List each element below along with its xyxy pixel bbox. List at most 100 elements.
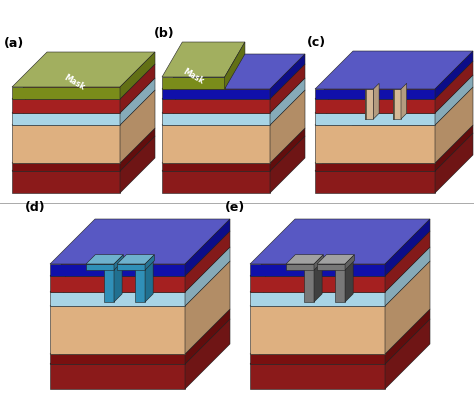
Polygon shape xyxy=(12,113,120,125)
Polygon shape xyxy=(315,113,435,125)
Polygon shape xyxy=(270,128,305,171)
Polygon shape xyxy=(185,319,230,389)
Polygon shape xyxy=(162,64,305,99)
Polygon shape xyxy=(50,306,185,354)
Polygon shape xyxy=(120,78,155,125)
Polygon shape xyxy=(385,309,430,364)
Polygon shape xyxy=(270,64,305,113)
Polygon shape xyxy=(250,261,430,306)
Polygon shape xyxy=(50,319,230,364)
Polygon shape xyxy=(162,42,245,77)
Polygon shape xyxy=(317,255,355,264)
Polygon shape xyxy=(315,99,435,113)
Polygon shape xyxy=(120,64,155,113)
Polygon shape xyxy=(335,264,345,302)
Polygon shape xyxy=(162,77,225,89)
Text: (c): (c) xyxy=(307,36,326,49)
Polygon shape xyxy=(50,247,230,292)
Polygon shape xyxy=(435,51,473,99)
Polygon shape xyxy=(317,264,345,270)
Polygon shape xyxy=(365,89,366,119)
Polygon shape xyxy=(393,89,401,119)
Polygon shape xyxy=(162,128,305,163)
Polygon shape xyxy=(286,255,323,264)
Polygon shape xyxy=(120,128,155,171)
Polygon shape xyxy=(315,133,473,171)
Text: (b): (b) xyxy=(154,27,174,40)
Polygon shape xyxy=(12,52,155,87)
Polygon shape xyxy=(135,256,153,264)
Polygon shape xyxy=(162,163,270,171)
Polygon shape xyxy=(12,163,120,171)
Polygon shape xyxy=(315,61,473,99)
Polygon shape xyxy=(50,309,230,354)
Polygon shape xyxy=(50,264,185,276)
Polygon shape xyxy=(162,125,270,163)
Polygon shape xyxy=(315,89,435,99)
Polygon shape xyxy=(435,61,473,113)
Polygon shape xyxy=(117,264,145,270)
Polygon shape xyxy=(315,87,473,125)
Polygon shape xyxy=(86,264,114,270)
Polygon shape xyxy=(50,354,185,364)
Polygon shape xyxy=(286,264,314,270)
Polygon shape xyxy=(12,87,120,99)
Polygon shape xyxy=(250,292,385,306)
Polygon shape xyxy=(185,261,230,354)
Text: Mask: Mask xyxy=(181,67,205,85)
Polygon shape xyxy=(315,171,435,193)
Polygon shape xyxy=(250,354,385,364)
Polygon shape xyxy=(185,219,230,276)
Polygon shape xyxy=(120,136,155,193)
Polygon shape xyxy=(365,89,374,119)
Polygon shape xyxy=(86,255,123,264)
Polygon shape xyxy=(335,256,353,264)
Polygon shape xyxy=(162,89,270,99)
Polygon shape xyxy=(12,128,155,163)
Polygon shape xyxy=(385,319,430,389)
Polygon shape xyxy=(393,89,394,119)
Polygon shape xyxy=(135,264,145,302)
Text: (d): (d) xyxy=(25,201,46,214)
Polygon shape xyxy=(315,75,473,113)
Polygon shape xyxy=(12,64,155,99)
Text: Mask: Mask xyxy=(63,73,87,92)
Polygon shape xyxy=(270,54,305,99)
Polygon shape xyxy=(385,261,430,354)
Polygon shape xyxy=(250,219,430,264)
Polygon shape xyxy=(374,83,379,119)
Polygon shape xyxy=(270,136,305,193)
Polygon shape xyxy=(50,276,185,292)
Polygon shape xyxy=(185,231,230,292)
Polygon shape xyxy=(162,113,270,125)
Polygon shape xyxy=(162,54,305,89)
Text: (a): (a) xyxy=(4,37,24,50)
Polygon shape xyxy=(145,256,153,302)
Polygon shape xyxy=(104,264,114,302)
Polygon shape xyxy=(270,78,305,125)
Polygon shape xyxy=(385,231,430,292)
Polygon shape xyxy=(12,125,120,163)
Polygon shape xyxy=(120,52,155,99)
Polygon shape xyxy=(145,255,155,270)
Polygon shape xyxy=(250,306,385,354)
Polygon shape xyxy=(162,90,305,125)
Polygon shape xyxy=(385,247,430,306)
Polygon shape xyxy=(12,99,120,113)
Polygon shape xyxy=(12,78,155,113)
Polygon shape xyxy=(12,90,155,125)
Polygon shape xyxy=(162,171,270,193)
Polygon shape xyxy=(185,309,230,364)
Polygon shape xyxy=(345,256,353,302)
Polygon shape xyxy=(250,309,430,354)
Polygon shape xyxy=(304,256,322,264)
Polygon shape xyxy=(162,136,305,171)
Polygon shape xyxy=(314,255,323,270)
Polygon shape xyxy=(250,247,430,292)
Polygon shape xyxy=(185,247,230,306)
Polygon shape xyxy=(315,51,473,89)
Polygon shape xyxy=(315,125,435,163)
Polygon shape xyxy=(50,219,230,264)
Polygon shape xyxy=(304,264,314,302)
Polygon shape xyxy=(12,171,120,193)
